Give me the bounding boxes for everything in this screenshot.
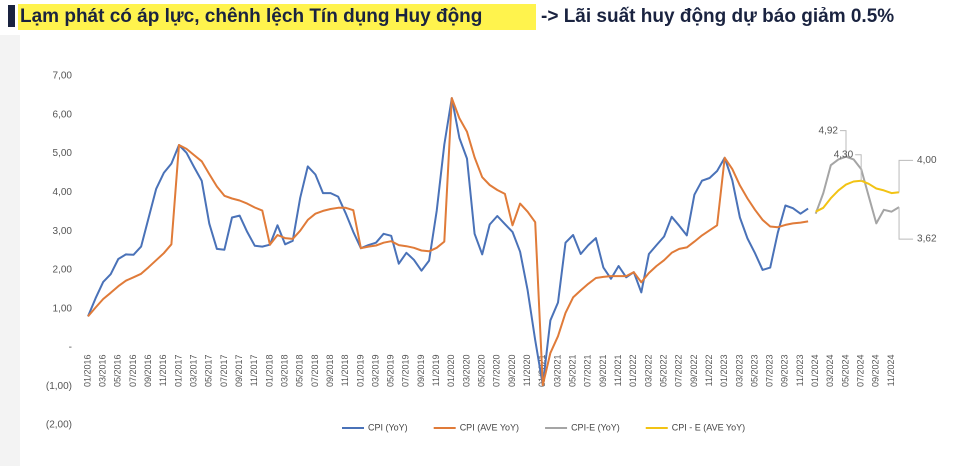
x-tick-label: 03/2021 — [552, 354, 562, 387]
x-tick-label: 11/2017 — [249, 354, 259, 386]
x-tick-label: 05/2016 — [113, 354, 123, 387]
x-tick-label: 11/2023 — [795, 354, 805, 386]
series-line — [87, 97, 809, 387]
x-tick-label: 03/2017 — [188, 354, 198, 387]
series-line — [87, 97, 809, 387]
left-strip — [0, 35, 20, 466]
x-tick-label: 09/2024 — [871, 354, 881, 387]
x-tick-label: 01/2018 — [264, 354, 274, 387]
y-tick-label: 2,00 — [53, 265, 73, 276]
series-line — [815, 179, 900, 213]
y-tick-label: 3,00 — [53, 226, 73, 237]
x-tick-label: 05/2018 — [295, 354, 305, 387]
x-tick-label: 09/2020 — [507, 354, 517, 387]
y-tick-label: (2,00) — [46, 420, 72, 431]
x-tick-label: 01/2023 — [719, 354, 729, 387]
x-tick-label: 01/2017 — [173, 354, 183, 387]
x-tick-label: 07/2016 — [128, 354, 138, 387]
x-tick-label: 09/2021 — [598, 354, 608, 387]
data-label: 4,00 — [917, 155, 937, 166]
x-tick-label: 11/2024 — [886, 354, 896, 386]
x-tick-label: 09/2023 — [780, 354, 790, 387]
y-tick-label: (1,00) — [46, 381, 72, 392]
x-tick-label: 11/2019 — [431, 354, 441, 386]
leader-line — [855, 154, 862, 181]
leader-line — [898, 207, 914, 240]
x-tick-label: 07/2017 — [219, 354, 229, 387]
y-tick-label: 5,00 — [53, 148, 73, 159]
x-tick-label: 03/2022 — [643, 354, 653, 387]
x-tick-label: 09/2016 — [143, 354, 153, 387]
y-tick-label: 6,00 — [53, 109, 73, 120]
x-tick-label: 01/2016 — [82, 354, 92, 387]
x-tick-label: 05/2020 — [477, 354, 487, 387]
x-tick-label: 11/2018 — [340, 354, 350, 386]
x-tick-label: 07/2019 — [401, 354, 411, 387]
x-tick-label: 05/2022 — [658, 354, 668, 387]
data-label: 3,62 — [917, 234, 937, 245]
x-tick-label: 05/2021 — [567, 354, 577, 387]
y-tick-label: - — [69, 342, 72, 353]
legend-label: CPI - E (AVE YoY) — [672, 422, 745, 432]
x-tick-label: 09/2019 — [416, 354, 426, 387]
x-tick-label: 01/2024 — [810, 354, 820, 387]
x-tick-label: 03/2024 — [825, 354, 835, 387]
y-tick-label: 7,00 — [53, 71, 73, 82]
legend-label: CPI-E (YoY) — [571, 422, 620, 432]
x-tick-label: 07/2018 — [310, 354, 320, 387]
legend-label: CPI (AVE YoY) — [460, 422, 519, 432]
x-tick-label: 05/2023 — [749, 354, 759, 387]
x-tick-label: 01/2019 — [355, 354, 365, 387]
x-tick-label: 09/2017 — [234, 354, 244, 387]
x-tick-label: 09/2018 — [325, 354, 335, 387]
title-highlight: Lạm phát có áp lực, chênh lệch Tín dụng … — [20, 6, 482, 27]
data-label: 4,92 — [819, 125, 839, 136]
x-tick-label: 11/2022 — [704, 354, 714, 386]
x-tick-label: 01/2020 — [446, 354, 456, 387]
title-highlight-bg — [18, 4, 536, 30]
x-tick-label: 03/2023 — [734, 354, 744, 387]
x-tick-label: 09/2022 — [689, 354, 699, 387]
x-tick-label: 05/2024 — [840, 354, 850, 387]
leader-line — [898, 159, 914, 193]
title-marker — [8, 5, 15, 27]
x-tick-label: 07/2023 — [765, 354, 775, 387]
x-tick-label: 07/2020 — [492, 354, 502, 387]
x-tick-label: 03/2016 — [98, 354, 108, 387]
y-tick-label: 1,00 — [53, 303, 73, 314]
x-tick-label: 03/2019 — [370, 354, 380, 387]
x-tick-label: 07/2022 — [674, 354, 684, 387]
x-tick-label: 03/2018 — [279, 354, 289, 387]
x-tick-label: 11/2021 — [613, 354, 623, 386]
x-tick-label: 03/2020 — [461, 354, 471, 387]
x-tick-label: 11/2020 — [522, 354, 532, 386]
y-tick-label: 4,00 — [53, 187, 73, 198]
data-label: 4,30 — [834, 149, 854, 160]
title-rest: -> Lãi suất huy động dự báo giảm 0.5% — [541, 6, 894, 27]
legend-label: CPI (YoY) — [368, 422, 408, 432]
series-line — [814, 155, 900, 225]
x-tick-label: 07/2024 — [856, 354, 866, 387]
x-tick-label: 07/2021 — [583, 354, 593, 387]
x-tick-label: 01/2022 — [628, 354, 638, 387]
x-tick-label: 05/2017 — [204, 354, 214, 387]
x-tick-label: 11/2016 — [158, 354, 168, 386]
leader-line — [840, 130, 847, 157]
x-tick-label: 05/2019 — [386, 354, 396, 387]
